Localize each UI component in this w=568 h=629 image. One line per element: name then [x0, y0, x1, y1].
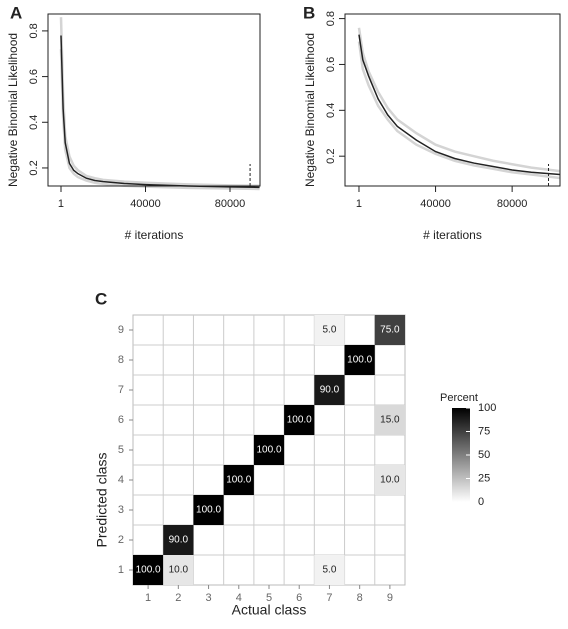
heat-cell	[284, 405, 315, 435]
heat-cell	[374, 315, 405, 345]
series-line	[59, 49, 260, 191]
y-tick-label: 0.6	[325, 57, 337, 72]
cell-label: 100.0	[136, 565, 161, 576]
x-tick-label: 6	[296, 592, 302, 604]
cell-label: 100.0	[196, 505, 221, 516]
x-tick-label: 4	[236, 592, 242, 604]
heat-cell	[133, 555, 164, 585]
y-axis-label: Predicted class	[94, 453, 110, 548]
y-tick-label: 5	[118, 444, 124, 456]
heat-cell	[223, 465, 254, 495]
plot-frame	[47, 13, 261, 187]
cell-label: 100.0	[287, 415, 312, 426]
cell-label: 15.0	[380, 415, 400, 426]
cell-label: 10.0	[380, 475, 400, 486]
y-tick-label: 1	[118, 564, 124, 576]
y-tick-label: 2	[118, 534, 124, 546]
x-tick-label: 7	[326, 592, 332, 604]
cell-label: 5.0	[322, 325, 336, 336]
x-tick-label: 80000	[215, 198, 246, 210]
panel-label: B	[303, 3, 315, 22]
y-tick-label: 9	[118, 324, 124, 336]
x-tick-label: 1	[58, 198, 64, 210]
colorbar-tick-label: 100	[478, 402, 496, 414]
y-tick-label: 0.6	[28, 69, 40, 84]
heat-cell	[314, 315, 345, 345]
colorbar-tick-label: 0	[478, 496, 484, 508]
series-line	[60, 35, 260, 189]
x-tick-label: 3	[205, 592, 211, 604]
heat-cell	[374, 465, 405, 495]
x-axis-label: # iterations	[125, 228, 184, 242]
x-tick-label: 1	[356, 198, 362, 210]
series-line	[357, 41, 561, 180]
panel-label: A	[10, 3, 22, 22]
y-tick-label: 6	[118, 414, 124, 426]
y-tick-label: 4	[118, 474, 124, 486]
cell-label: 90.0	[169, 535, 189, 546]
colorbar-title: Percent	[440, 392, 478, 404]
x-tick-label: 80000	[497, 198, 528, 210]
cell-label: 90.0	[320, 385, 340, 396]
y-tick-label: 0.4	[28, 115, 40, 130]
x-tick-label: 8	[357, 592, 363, 604]
series-line	[358, 34, 561, 176]
y-axis-label: Negative Binomial Likelihood	[6, 33, 20, 187]
y-tick-label: 8	[118, 354, 124, 366]
heat-cell	[193, 495, 224, 525]
plot-frame	[344, 13, 561, 187]
x-axis-label: Actual class	[232, 602, 307, 618]
y-tick-label: 0.4	[325, 103, 337, 118]
y-axis-label: Negative Binomial Likelihood	[303, 33, 317, 187]
y-tick-label: 3	[118, 504, 124, 516]
y-tick-label: 0.2	[28, 160, 40, 175]
series-line	[357, 27, 561, 173]
cell-label: 100.0	[256, 445, 281, 456]
y-tick-label: 0.8	[28, 23, 40, 38]
y-tick-label: 7	[118, 384, 124, 396]
heat-cell	[163, 525, 194, 555]
cell-label: 75.0	[380, 325, 400, 336]
heat-cell	[314, 555, 345, 585]
heat-cell	[314, 375, 345, 405]
cell-label: 10.0	[169, 565, 189, 576]
x-tick-label: 9	[387, 592, 393, 604]
heat-cell	[253, 435, 285, 465]
y-tick-label: 0.8	[325, 11, 337, 26]
x-tick-label: 5	[266, 592, 272, 604]
y-tick-label: 0.2	[325, 149, 337, 164]
x-tick-label: 2	[175, 592, 181, 604]
panel-label: C	[95, 289, 107, 308]
cell-label: 100.0	[226, 475, 251, 486]
colorbar	[452, 408, 470, 502]
colorbar-tick-label: 75	[478, 425, 490, 437]
cell-label: 100.0	[347, 355, 372, 366]
x-tick-label: 40000	[420, 198, 451, 210]
series-line	[59, 17, 260, 188]
heat-cell	[374, 405, 405, 435]
cell-label: 5.0	[322, 565, 336, 576]
x-tick-label: 40000	[130, 198, 161, 210]
colorbar-tick-label: 50	[478, 449, 490, 461]
x-tick-label: 1	[145, 592, 151, 604]
colorbar-tick-label: 25	[478, 472, 490, 484]
heat-cell	[163, 555, 194, 585]
heat-cell	[344, 345, 375, 375]
x-axis-label: # iterations	[423, 228, 482, 242]
